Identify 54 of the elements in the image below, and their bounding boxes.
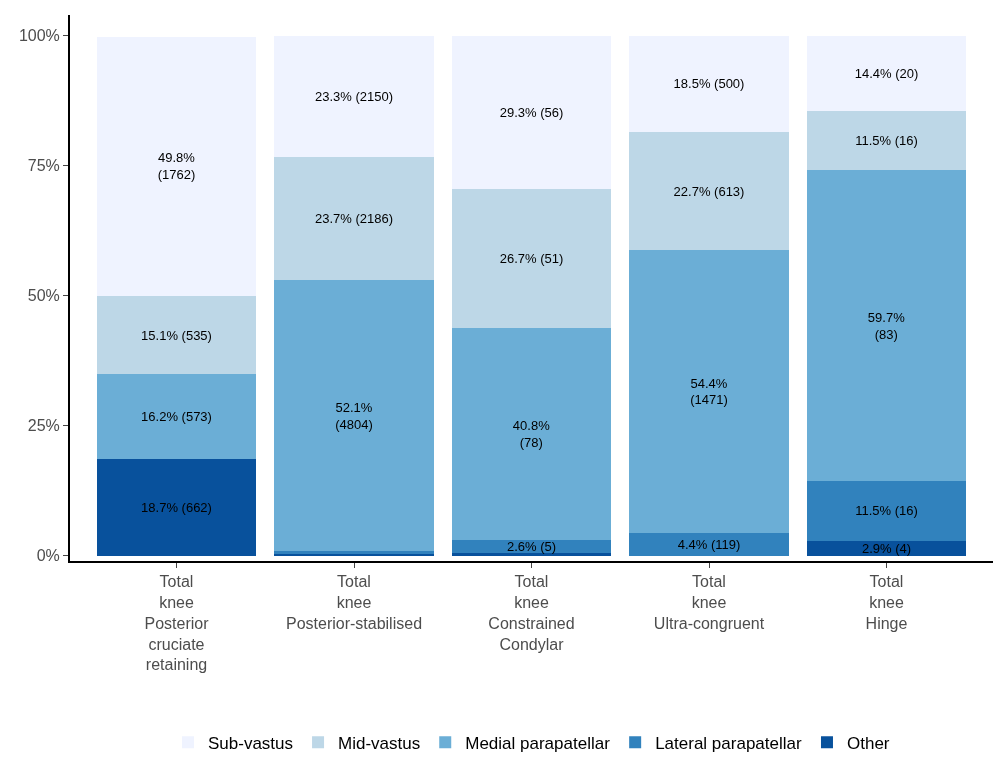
data-label: 18.7% (662) [141, 499, 212, 515]
bar [451, 36, 612, 189]
bar [806, 480, 967, 541]
x-tick-label: Total knee Posterior-stabilised [285, 573, 423, 632]
x-tick-label: Total knee Constrained Condylar [488, 573, 575, 653]
data-label: 2.9% (4) [861, 540, 912, 556]
bar [451, 327, 612, 540]
data-label: 23.7% (2186) [314, 211, 394, 227]
y-tick-label: 0% [36, 547, 60, 565]
bar [806, 35, 967, 111]
bar [629, 532, 789, 556]
data-label: 11.5% (16) [855, 503, 918, 519]
data-label: 26.7% (51) [499, 250, 564, 266]
bar [806, 170, 967, 481]
bar [96, 36, 257, 296]
y-tick-label: 100% [18, 27, 60, 45]
data-label: 4.4% (119) [677, 536, 741, 552]
x-tick-label: Total knee Ultra-congruent [653, 573, 765, 632]
data-label: 14.4% (20) [854, 65, 919, 81]
data-label: 23.3% (2150) [314, 88, 394, 104]
legend-label: Mid-vastus [338, 733, 421, 753]
x-tick-label: Total knee Hinge [865, 573, 908, 632]
bar [274, 35, 434, 157]
legend-label: Other [846, 733, 890, 753]
bar [96, 458, 257, 556]
y-tick-label: 25% [27, 417, 60, 435]
bar [629, 35, 789, 132]
y-tick-label: 75% [27, 157, 60, 175]
data-label: 52.1% (4804) [335, 399, 373, 432]
data-label: 2.6% (5) [506, 538, 557, 554]
bar [451, 553, 612, 556]
data-label: 29.3% (56) [499, 105, 564, 120]
y-tick-label: 50% [27, 287, 60, 305]
data-label: 54.4% (1471) [690, 375, 728, 408]
bar [274, 156, 434, 281]
bar [629, 250, 789, 533]
x-tick-label: Total knee Posterior cruciate retaining [144, 573, 210, 674]
data-label: 49.8% (1762) [157, 150, 196, 183]
bar [629, 132, 789, 251]
data-label: 22.7% (613) [673, 183, 745, 199]
bar [96, 295, 257, 375]
legend-label: Sub-vastus [208, 733, 294, 753]
data-label: 59.7% (83) [867, 309, 906, 342]
data-label: 16.2% (573) [141, 408, 212, 424]
bar [96, 374, 257, 459]
data-label: 18.5% (500) [673, 76, 745, 92]
legend-label: Medial parapatellar [465, 733, 611, 753]
data-label: 11.5% (16) [855, 133, 918, 149]
bar [451, 188, 612, 328]
data-label: 15.1% (535) [141, 327, 212, 343]
bar [806, 110, 967, 171]
bar [274, 280, 434, 552]
data-label: 40.8% (78) [512, 417, 551, 450]
legend-label: Lateral parapatellar [655, 733, 802, 753]
